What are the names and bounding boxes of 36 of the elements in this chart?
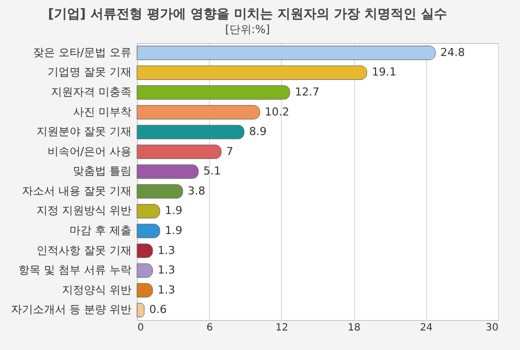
- chart-subtitle: [단위:%]: [225, 23, 270, 36]
- x-tick-label: 12: [276, 322, 288, 334]
- y-tick-label: 지원자격 미충족: [51, 85, 132, 98]
- data-label: 1.3: [158, 244, 176, 257]
- data-label: 1.9: [164, 204, 182, 218]
- chart-title: [기업] 서류전형 평가에 영향을 미치는 지원자의 가장 치명적인 실수: [48, 7, 448, 22]
- y-tick-label: 기업명 잘못 기재: [48, 66, 132, 79]
- x-tick-label: 0: [138, 322, 144, 334]
- y-tick-label: 지정양식 위반: [62, 283, 132, 296]
- y-tick-label: 잦은 오타/문법 오류: [32, 46, 132, 59]
- data-label: 5.1: [203, 164, 221, 178]
- y-tick-label: 항목 및 첨부 서류 누락: [18, 264, 132, 277]
- x-tick-label: 18: [348, 322, 360, 334]
- data-label: 1.3: [158, 264, 176, 277]
- x-tick-label: 6: [206, 322, 213, 334]
- data-label: 1.9: [164, 224, 182, 237]
- y-tick-label: 사진 미부착: [73, 105, 132, 118]
- data-label: 7: [226, 144, 234, 158]
- x-tick-label: 24: [420, 322, 433, 334]
- data-label: 10.2: [264, 105, 290, 118]
- data-label: 0.6: [149, 303, 167, 316]
- data-label: 3.8: [188, 184, 206, 198]
- x-tick-label: 30: [486, 322, 498, 334]
- y-tick-label: 맞춤법 틀림: [73, 164, 132, 178]
- data-label: 1.3: [158, 283, 176, 296]
- y-tick-label: 인적사항 잘못 기재: [36, 244, 132, 257]
- data-label: 8.9: [249, 125, 267, 138]
- data-label: 12.7: [294, 85, 320, 98]
- y-tick-label: 자소서 내용 잘못 기재: [22, 184, 132, 198]
- y-tick-label: 지정 지원방식 위반: [36, 204, 132, 218]
- y-tick-label: 마감 후 제출: [70, 224, 132, 237]
- y-tick-label: 지원분야 잘못 기재: [36, 125, 132, 138]
- data-label: 24.8: [440, 46, 465, 59]
- y-tick-label: 비속어/은어 사용: [47, 144, 132, 158]
- data-label: 19.1: [372, 66, 396, 79]
- y-tick-label: 자기소개서 등 분량 위반: [11, 303, 132, 316]
